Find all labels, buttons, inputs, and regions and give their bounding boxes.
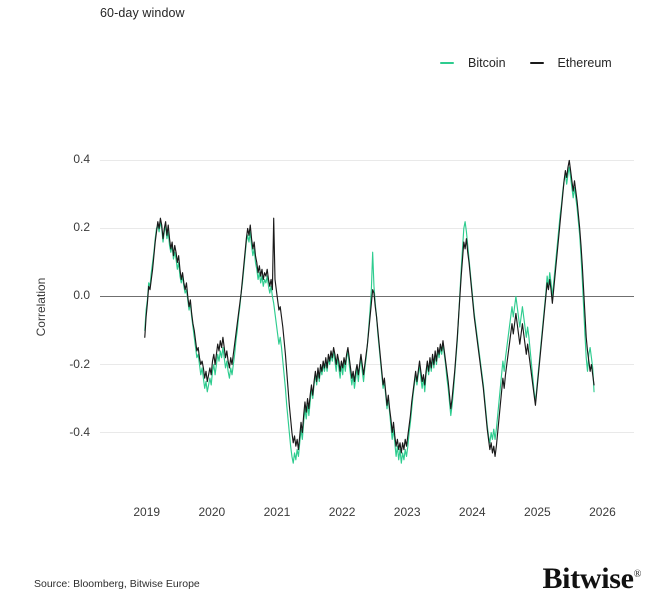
x-tick-label: 2025: [524, 505, 551, 519]
legend-label-bitcoin: Bitcoin: [468, 56, 506, 70]
registered-mark: ®: [633, 569, 642, 580]
x-tick-label: 2023: [393, 505, 421, 519]
brand-logo: Bitwise®: [542, 562, 641, 596]
legend-label-ethereum: Ethereum: [557, 56, 612, 70]
legend-entry-bitcoin[interactable]: Bitcoin: [440, 56, 530, 70]
y-tick-label: 0.4: [73, 152, 90, 167]
legend-dash-bitcoin-icon: [440, 62, 454, 64]
x-tick-label: 2020: [198, 505, 226, 519]
x-tick-label: 2019: [133, 505, 161, 519]
y-tick-label: -0.4: [69, 424, 90, 439]
x-tick-label: 2024: [458, 505, 486, 519]
y-tick-label: -0.2: [69, 356, 90, 371]
source-note: Source: Bloomberg, Bitwise Europe: [34, 578, 200, 590]
x-tick-label: 2022: [328, 505, 356, 519]
chart-legend: Bitcoin Ethereum: [440, 52, 612, 74]
x-tick-label: 2021: [263, 505, 291, 519]
legend-entry-ethereum[interactable]: Ethereum: [529, 56, 612, 70]
legend-dash-ethereum-icon: [529, 62, 544, 64]
y-axis-title: Correlation: [34, 277, 48, 337]
x-tick-label: 2026: [589, 505, 616, 519]
y-tick-label: 0.0: [73, 288, 90, 303]
chart-title: 60-day window: [100, 6, 185, 20]
y-tick-label: 0.2: [73, 220, 90, 235]
brand-name: Bitwise: [542, 562, 634, 595]
